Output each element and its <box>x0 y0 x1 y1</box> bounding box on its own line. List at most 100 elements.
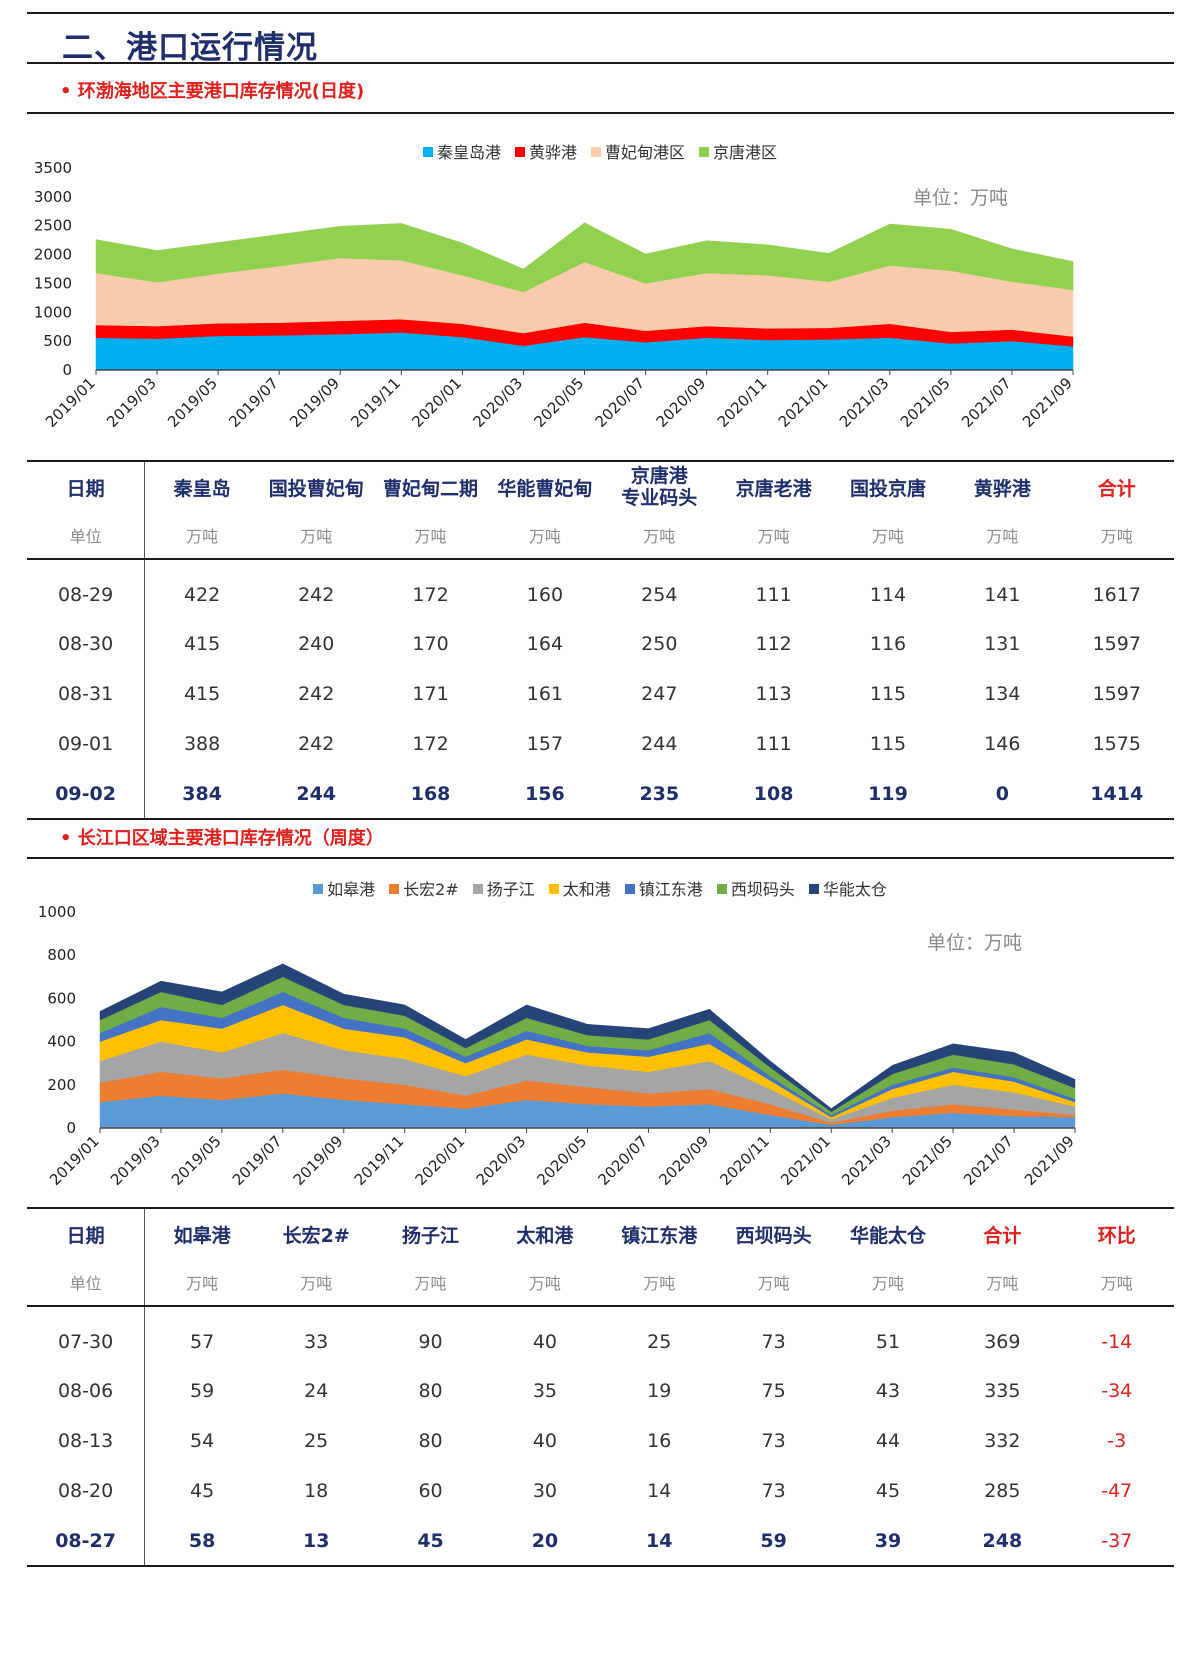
table2-cell: 51 <box>875 1330 901 1353</box>
chart2-x-tick: 2021/03 <box>838 1132 895 1189</box>
table2-cell: 20 <box>487 1516 603 1567</box>
table2-header-cell: 环比 <box>1097 1224 1136 1247</box>
table2-unit-cell: 万吨 <box>487 1259 603 1307</box>
table1-header-cell: 京唐港 专业码头 <box>621 465 698 509</box>
table2-unit-cell: 万吨 <box>830 1259 946 1307</box>
table2-cell: 75 <box>761 1380 786 1402</box>
table1-cell: 115 <box>869 733 907 755</box>
table1-row: 08-31 415 242 171 161 247 113 115 134 1597 <box>27 669 1174 719</box>
table2-cell: 07-30 <box>27 1306 146 1366</box>
table2-header-cell: 如皋港 <box>173 1224 231 1247</box>
chart2-y-tick: 0 <box>66 1119 76 1137</box>
table1-cell: 108 <box>716 769 831 820</box>
chart2-x-tick: 2020/05 <box>534 1132 591 1189</box>
chart1-legend-item: 京唐港区 <box>699 139 777 163</box>
chart1-series-area <box>95 222 1074 293</box>
table1-header-cell: 国投京唐 <box>849 477 926 500</box>
table2-row: 08-06 59 24 80 35 19 75 43 335 -34 <box>27 1366 1174 1416</box>
table2-cell: 08-20 <box>27 1466 146 1516</box>
table2-header-cell: 华能太仓 <box>849 1224 926 1247</box>
table1-cell: 114 <box>869 583 907 606</box>
table1-cell: 134 <box>984 683 1021 705</box>
table1-unit-cell: 万吨 <box>945 512 1060 560</box>
chart1-x-tick: 2020/01 <box>408 374 465 431</box>
table1-cell: 141 <box>984 583 1021 606</box>
table2-cell: 57 <box>189 1330 215 1353</box>
chart2-x-tick: 2019/01 <box>46 1132 103 1189</box>
table2-row: 07-30 57 33 90 40 25 73 51 369 -14 <box>27 1306 1174 1366</box>
chart1-legend-swatch <box>591 146 601 157</box>
table2-cell: 45 <box>373 1516 488 1567</box>
chart2-legend-item: 镇江东港 <box>624 876 703 900</box>
section1-title: • 环渤海地区主要港口库存情况(日度) <box>60 81 365 102</box>
table1-cell: 170 <box>412 633 449 655</box>
table2-unit-cell: 单位 <box>27 1259 146 1307</box>
table2-header-cell: 扬子江 <box>402 1224 460 1247</box>
chart2-x-tick: 2019/09 <box>290 1132 347 1189</box>
table1-cell: 172 <box>412 733 449 755</box>
chart1-x-tick: 2021/09 <box>1019 374 1076 431</box>
table2-unit-row: 单位 万吨 万吨 万吨 万吨 万吨 万吨 万吨 万吨 万吨 <box>27 1259 1174 1307</box>
chart1-legend-label: 曹妃甸港区 <box>605 143 686 162</box>
chart1-legend-label: 秦皇岛港 <box>436 143 501 162</box>
chart2-legend-swatch <box>808 883 819 894</box>
chart1-legend-swatch <box>422 146 433 157</box>
chart2-x-tick: 2021/01 <box>777 1132 834 1189</box>
table1-unit-row: 单位 万吨 万吨 万吨 万吨 万吨 万吨 万吨 万吨 万吨 <box>27 512 1174 560</box>
chart1-x-tick: 2021/05 <box>897 374 954 431</box>
table2-cell: 80 <box>418 1380 443 1402</box>
chart1-x-tick: 2021/01 <box>775 374 832 431</box>
table2: 日期 如皋港 长宏2# 扬子江 太和港 镇江东港 西坝码头 华能太仓 合计 环比 单位 万吨 万吨 万吨万… <box>27 1209 1174 1567</box>
chart1-x-tick: 2019/07 <box>225 374 282 431</box>
table1-cell: 161 <box>526 683 564 705</box>
table1-header-cell: 黄骅港 <box>973 477 1031 500</box>
table1-cell: 1617 <box>1092 583 1141 606</box>
chart2-legend-item: 如皋港 <box>313 876 375 900</box>
table2-cell: 33 <box>304 1330 329 1353</box>
table2-cell: -34 <box>1101 1380 1133 1402</box>
table1-cell: 244 <box>641 733 678 755</box>
chart2-y-tick: 200 <box>47 1076 76 1094</box>
table2-cell: 19 <box>647 1380 672 1402</box>
table2-header-cell: 西坝码头 <box>735 1224 812 1247</box>
chart1-y-tick: 2000 <box>34 246 72 264</box>
table1-unit-cell: 万吨 <box>602 512 717 560</box>
table2-unit-cell: 万吨 <box>602 1259 717 1307</box>
table1-cell: 115 <box>869 683 907 705</box>
table1-row: 09-01 388 242 172 157 244 111 115 146 1575 <box>27 719 1174 769</box>
table1-cell: 240 <box>298 633 335 655</box>
table2-cell: 25 <box>304 1430 329 1452</box>
table1-cell: 1575 <box>1092 733 1141 755</box>
table1-header-cell: 秦皇岛 <box>173 477 231 500</box>
table1-cell: 08-30 <box>27 619 146 669</box>
table2-cell: 24 <box>304 1380 329 1402</box>
chart2-legend-item: 扬子江 <box>472 876 535 900</box>
table1-cell: 1414 <box>1059 769 1174 820</box>
table2-cell: 45 <box>875 1480 901 1502</box>
chart1-y-tick: 3500 <box>34 159 72 177</box>
table1-header-cell: 华能曹妃甸 <box>497 477 593 500</box>
chart2-x-tick: 2019/11 <box>351 1132 408 1189</box>
chart2-legend-label: 如皋港 <box>327 880 376 899</box>
table1-unit-cell: 单位 <box>27 512 146 560</box>
chart2-legend-swatch <box>472 883 483 894</box>
table2-unit-cell: 万吨 <box>716 1259 831 1307</box>
chart2-x-tick: 2021/07 <box>960 1132 1017 1189</box>
table2-cell: 14 <box>602 1516 717 1567</box>
chart2-x-tick: 2019/05 <box>168 1132 225 1189</box>
table1-cell: 235 <box>602 769 717 820</box>
table1-cell: 0 <box>945 769 1060 820</box>
chart1-x-tick: 2020/03 <box>469 374 526 431</box>
table1-cell: 384 <box>144 769 260 820</box>
table1-header-cell: 日期 <box>27 462 146 512</box>
table2-unit-cell: 万吨 <box>945 1259 1060 1307</box>
table2-cell: 35 <box>532 1380 557 1402</box>
table2-unit-cell: 万吨 <box>1059 1259 1174 1307</box>
table1: 日期 秦皇岛 国投曹妃甸 曹妃甸二期 华能曹妃甸 京唐港 专业码头 京唐老港 国投京唐 黄骅港 合计… <box>27 462 1174 820</box>
chart2-y-tick: 400 <box>47 1033 76 1051</box>
table1-cell: 244 <box>259 769 374 820</box>
chart1-legend-item: 曹妃甸港区 <box>591 139 685 163</box>
chart1-x-tick: 2019/11 <box>347 374 404 431</box>
chart1-legend-label: 京唐港区 <box>713 143 778 162</box>
